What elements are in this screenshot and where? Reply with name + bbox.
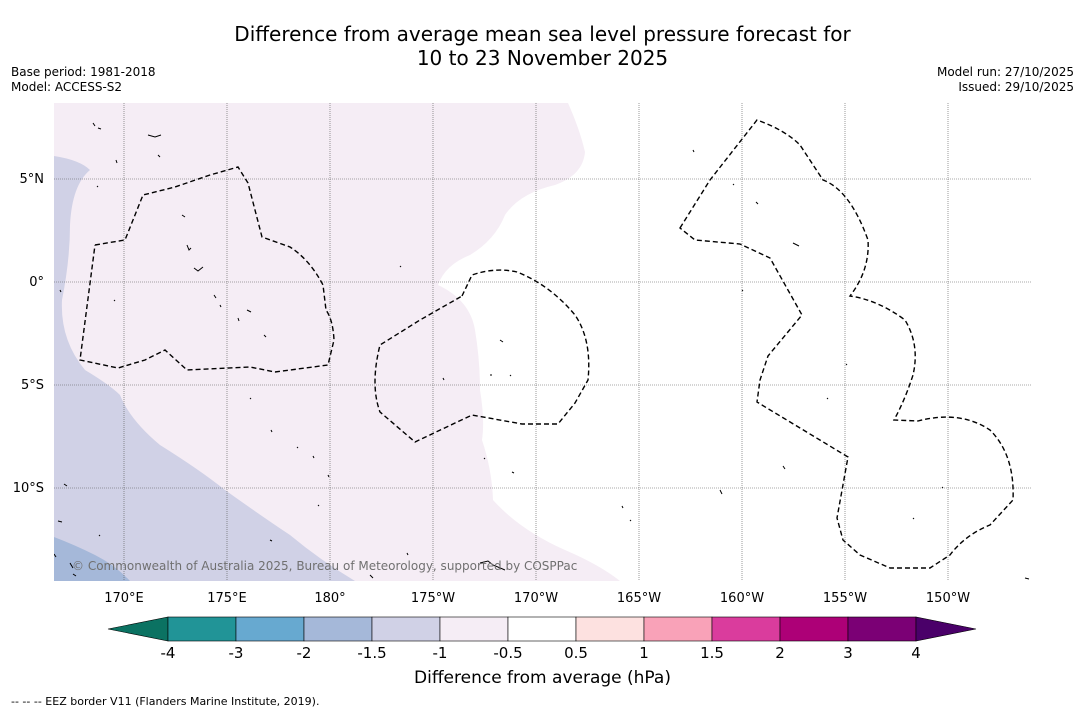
lat-label-5s: 5°S [21,378,44,393]
eez-footnote: -- -- -- EEZ border V11 (Flanders Marine… [11,695,320,708]
lon-label-175e: 175°E [207,591,247,606]
title-line-1: Difference from average mean sea level p… [234,22,851,46]
field-band-minus-1 [54,156,355,581]
colorbar-extend-low [107,616,169,642]
colorbar-tick-label: -4 [161,644,176,662]
colorbar-tick-label: 1 [639,644,649,662]
lon-label-155w: 155°W [823,591,867,606]
eez-border-line-islands [679,119,1014,569]
colorbar-tick-label: 1.5 [700,644,724,662]
lon-label-170w: 170°W [514,591,558,606]
field-band-minus-0-5 [54,103,620,581]
colorbar-extend-high [915,616,977,642]
colorbar-swatch [235,616,305,642]
colorbar-swatch [575,616,645,642]
colorbar-swatch [439,616,509,642]
colorbar-tick-label: 0.5 [564,644,588,662]
island-coastlines [54,122,1030,580]
lon-label-150w: 150°W [926,591,970,606]
colorbar-tick-label: 4 [911,644,921,662]
model-run: Model run: 27/10/2025 [936,65,1074,79]
colorbar-swatch [643,616,713,642]
issued-date: Issued: 29/10/2025 [958,80,1074,94]
base-period: Base period: 1981-2018 [11,65,156,79]
colorbar-swatch [371,616,441,642]
copyright-notice: © Commonwealth of Australia 2025, Bureau… [72,559,577,573]
colorbar-swatch [847,616,917,642]
meta-right: Model run: 27/10/2025 Issued: 29/10/2025 [937,65,1074,95]
chart-title: Difference from average mean sea level p… [0,22,1085,70]
colorbar-swatch [167,616,237,642]
lat-label-0: 0° [29,275,44,290]
lat-label-5n: 5°N [20,172,45,187]
colorbar-tick-label: -3 [229,644,244,662]
map-area: © Commonwealth of Australia 2025, Bureau… [54,103,1031,581]
eez-borders [79,119,1014,569]
colorbar-tick-label: -1 [433,644,448,662]
graticule [54,103,1031,581]
colorbar-tick-label: -0.5 [493,644,522,662]
longitude-labels: 170°E 175°E 180° 175°W 170°W 165°W 160°W… [104,591,970,606]
lon-label-170e: 170°E [104,591,144,606]
lon-label-175w: 175°W [411,591,455,606]
eez-border-phoenix [374,269,590,443]
field-band-minus-1-5 [54,537,130,581]
title-line-2: 10 to 23 November 2025 [416,46,669,70]
lat-label-10s: 10°S [13,481,44,496]
colorbar-tick-label: 2 [775,644,785,662]
colorbar: -4 -3 -2 -1.5 -1 -0.5 0.5 1 1.5 2 3 4 [107,616,977,662]
latitude-labels: 5°N 0° 5°S 10°S [13,172,44,496]
colorbar-swatch [711,616,781,642]
colorbar-label: Difference from average (hPa) [414,668,671,688]
model-name: Model: ACCESS-S2 [11,80,123,94]
colorbar-tick-label: 3 [843,644,853,662]
colorbar-tick-label: -1.5 [357,644,386,662]
lon-label-160w: 160°W [720,591,764,606]
meta-left: Base period: 1981-2018 Model: ACCESS-S2 [11,65,156,95]
colorbar-tick-label: -2 [297,644,312,662]
colorbar-swatch [779,616,849,642]
lon-label-180: 180° [314,591,345,606]
colorbar-swatch [507,616,577,642]
lon-label-165w: 165°W [617,591,661,606]
colorbar-swatch [303,616,373,642]
